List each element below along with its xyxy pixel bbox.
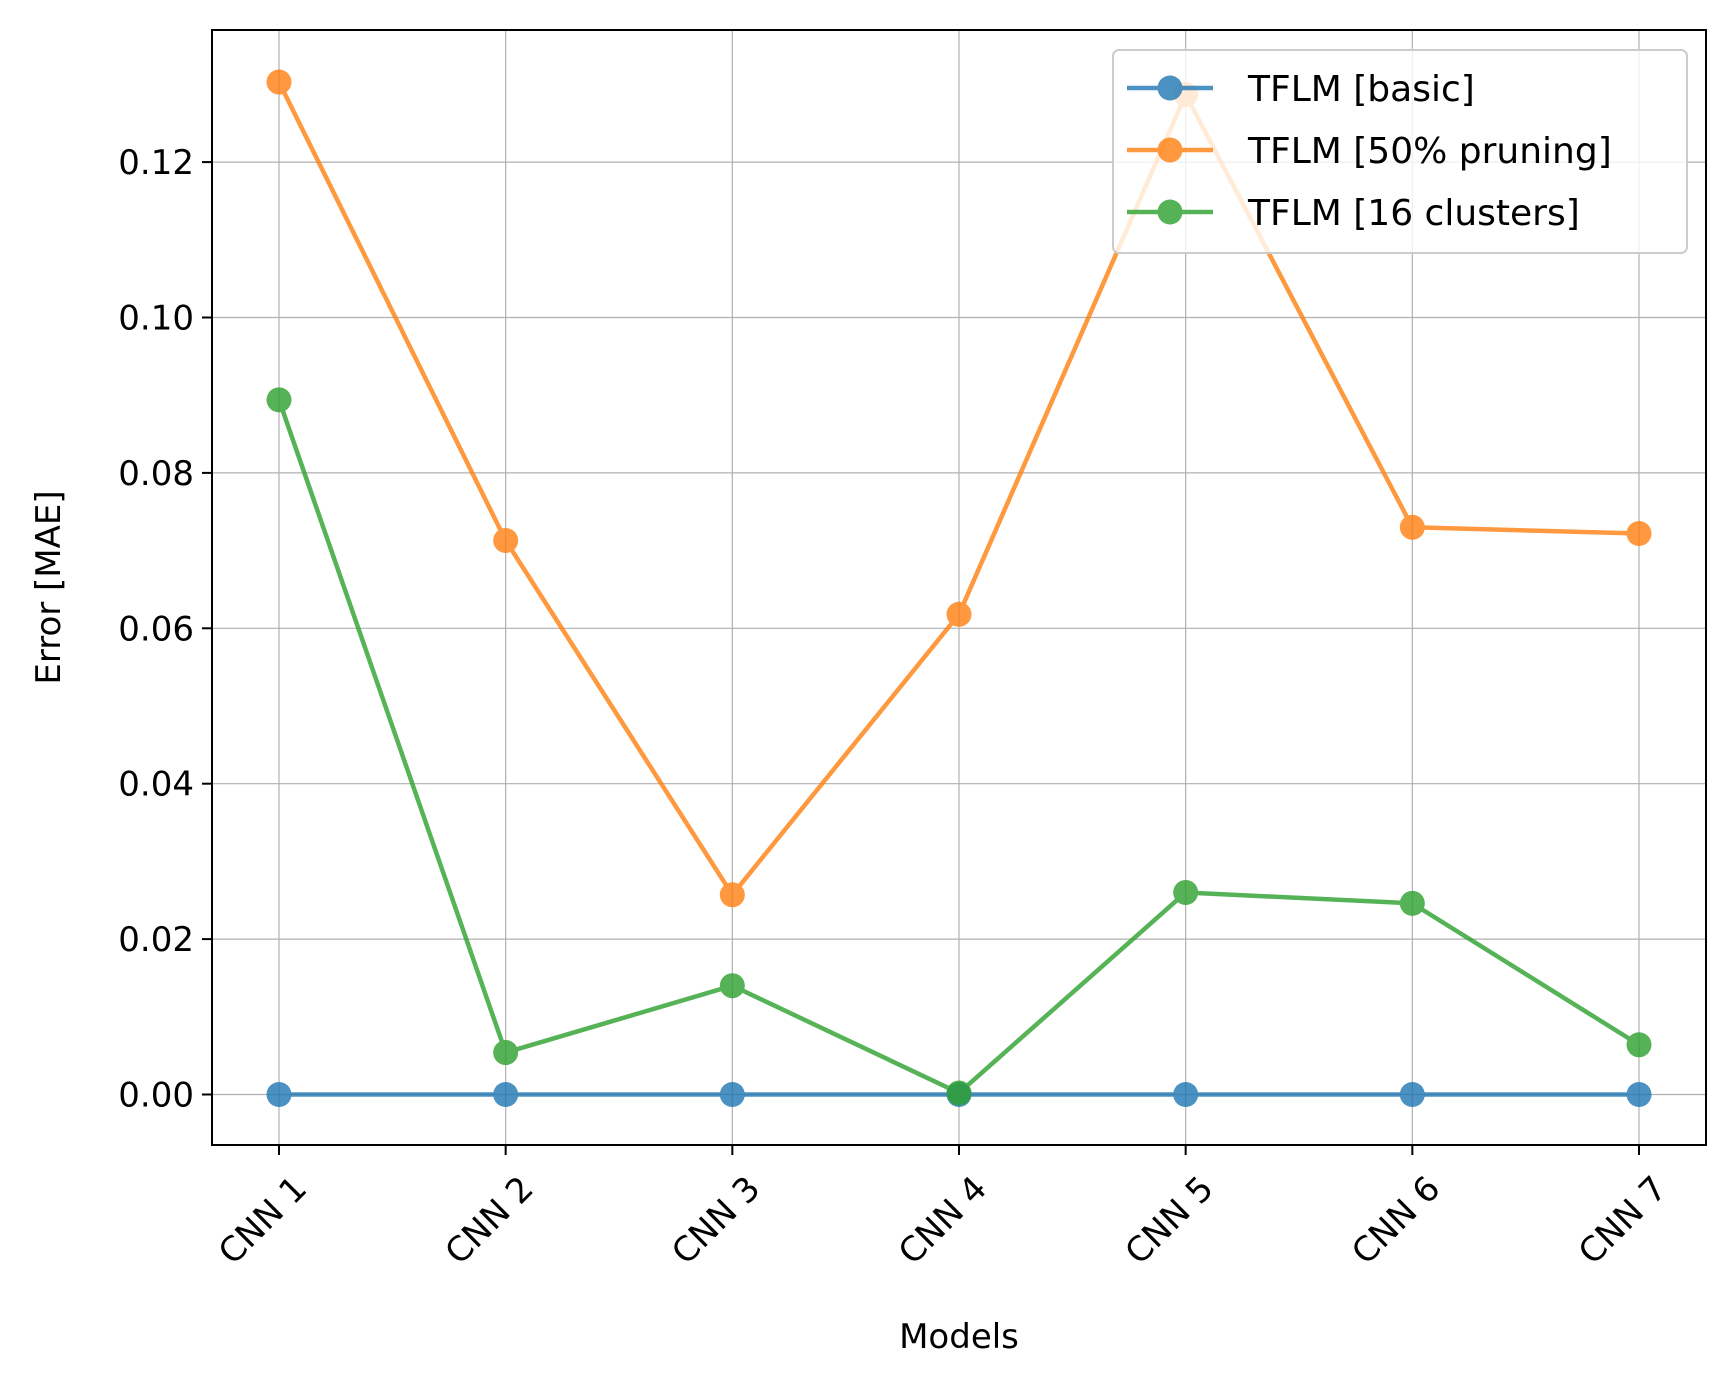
data-point [719,1081,745,1107]
data-point [1173,879,1199,905]
data-point [719,882,745,908]
data-point [946,1080,972,1106]
data-point [719,973,745,999]
legend-label: TFLM [basic] [1247,69,1475,110]
data-point [266,1081,292,1107]
y-tick-label: 0.10 [118,298,194,338]
y-tick-label: 0.06 [118,609,194,649]
legend-item [1127,75,1213,101]
data-point [1399,890,1425,916]
legend-item [1127,199,1213,225]
x-axis-label: Models [899,1317,1019,1357]
y-tick-label: 0.00 [118,1075,194,1115]
data-point [493,1081,519,1107]
data-point [1173,1081,1199,1107]
legend-marker [1157,199,1183,225]
data-point [493,1040,519,1066]
data-point [946,601,972,627]
data-point [1399,514,1425,540]
data-point [266,69,292,95]
legend-marker [1157,137,1183,163]
y-tick-label: 0.08 [118,454,194,494]
data-point [1399,1081,1425,1107]
y-axis-label: Error [MAE] [29,490,69,684]
data-point [1626,1081,1652,1107]
series-3 [266,387,1652,1106]
y-tick-label: 0.02 [118,920,194,960]
legend: TFLM [basic] TFLM [50% pruning] TFLM [16 c… [1112,49,1688,254]
y-tick-label: 0.12 [118,143,194,183]
legend-label: TFLM [16 clusters] [1247,193,1580,234]
data-point [1626,1032,1652,1058]
data-point [493,527,519,553]
data-point [1626,520,1652,546]
legend-marker [1157,75,1183,101]
data-point [266,387,292,413]
y-tick-label: 0.04 [118,765,194,805]
legend-label: TFLM [50% pruning] [1247,131,1612,172]
legend-item [1127,137,1213,163]
legend-box [1112,49,1688,254]
